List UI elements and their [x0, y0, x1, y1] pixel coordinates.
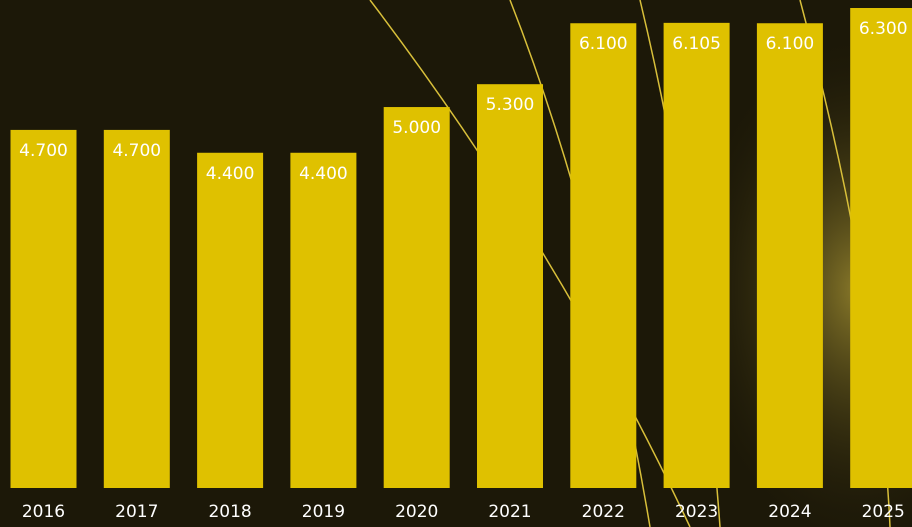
bar: [570, 23, 637, 488]
x-tick-label: 2022: [582, 502, 625, 522]
x-tick-label: 2023: [675, 502, 718, 522]
x-tick-label: 2025: [862, 502, 905, 522]
value-label: 4.700: [19, 141, 68, 161]
value-label: 5.300: [486, 95, 535, 115]
value-label: 4.400: [299, 164, 348, 184]
x-tick-label: 2016: [22, 502, 65, 522]
value-label: 6.100: [766, 34, 815, 54]
bar: [850, 8, 912, 488]
value-label: 5.000: [392, 118, 441, 138]
bar: [663, 22, 730, 488]
x-tick-label: 2020: [395, 502, 438, 522]
bar: [10, 129, 77, 488]
bar: [103, 129, 170, 488]
bar: [290, 152, 357, 488]
value-label: 6.100: [579, 34, 628, 54]
bar: [383, 107, 450, 489]
x-tick-label: 2018: [208, 502, 251, 522]
x-tick-label: 2021: [488, 502, 531, 522]
bar: [197, 152, 264, 488]
bar: [477, 84, 543, 488]
bar: [756, 23, 823, 488]
value-label: 6.300: [859, 19, 908, 39]
x-tick-label: 2017: [115, 502, 158, 522]
x-tick-label: 2024: [768, 502, 811, 522]
value-label: 4.400: [206, 164, 255, 184]
x-tick-label: 2019: [302, 502, 345, 522]
plot-area: 4.700 2016 4.700 2017 4.400 2018 4.400 2019 5.00…: [10, 8, 912, 522]
value-label: 6.105: [672, 34, 721, 54]
value-label: 4.700: [112, 141, 161, 161]
